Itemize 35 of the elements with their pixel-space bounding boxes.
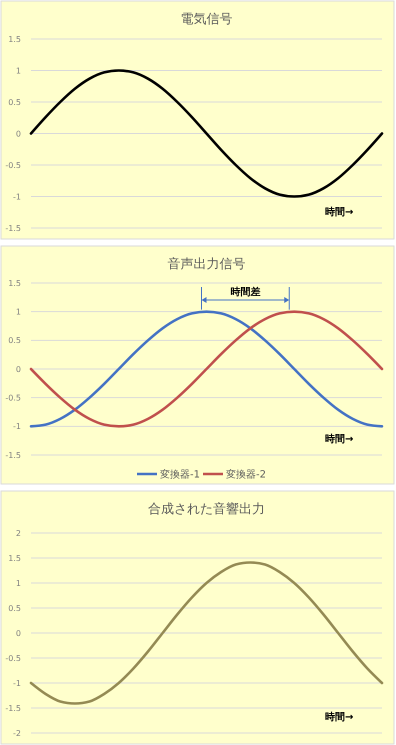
y-tick-label: -1	[13, 422, 21, 432]
annotation: 時間→	[325, 711, 354, 723]
y-tick-label: 0.5	[8, 98, 21, 107]
annotation: 時間→	[325, 433, 354, 445]
line-series	[30, 561, 384, 705]
annotation: 時間→	[325, 206, 354, 218]
y-tick-label: 1	[16, 578, 21, 588]
chart-title: 電気信号	[180, 12, 232, 27]
line-series	[30, 69, 384, 198]
y-tick-label: 0.5	[8, 336, 21, 346]
annotation: 時間差	[230, 286, 260, 298]
chart-title: 合成された音響出力	[148, 502, 265, 517]
y-tick-label: 0	[16, 129, 21, 138]
y-tick-label: 0.5	[8, 604, 21, 613]
legend-label: 変換器-1	[160, 468, 200, 480]
y-tick-label: 1	[16, 66, 21, 76]
y-tick-label: 0	[16, 364, 21, 374]
legend-label: 変換器-2	[226, 468, 266, 480]
y-tick-label: 1.5	[8, 554, 21, 563]
y-tick-label: -0.5	[5, 160, 21, 170]
chart-title: 音声出力信号	[168, 257, 246, 272]
y-tick-label: -0.5	[5, 393, 21, 402]
y-tick-label: 0	[16, 628, 21, 638]
y-tick-label: -1.5	[5, 450, 21, 460]
y-tick-label: 1.5	[8, 278, 21, 288]
y-tick-label: -1.5	[5, 224, 21, 233]
y-tick-label: 1	[16, 307, 21, 316]
y-tick-label: 2	[16, 528, 21, 538]
y-tick-label: -1	[13, 192, 21, 202]
y-tick-label: -2	[13, 728, 21, 738]
line-series	[30, 310, 384, 428]
y-tick-label: -1	[13, 678, 21, 688]
y-tick-label: 1.5	[8, 34, 21, 44]
y-tick-label: -0.5	[5, 654, 21, 663]
y-tick-label: -1.5	[5, 704, 21, 713]
